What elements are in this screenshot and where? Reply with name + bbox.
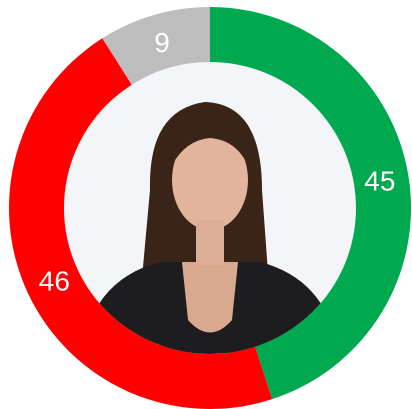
page: 45469 (() => { const data = JSON.parse(d… [0, 0, 412, 409]
data-label: 9 [154, 27, 170, 58]
data-label: 45 [364, 165, 395, 196]
chart: 45 46 9 [0, 0, 412, 409]
data-label: 46 [39, 266, 70, 297]
